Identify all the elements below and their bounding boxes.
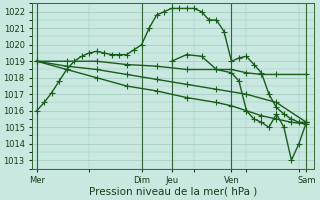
X-axis label: Pression niveau de la mer( hPa ): Pression niveau de la mer( hPa ) bbox=[89, 187, 257, 197]
